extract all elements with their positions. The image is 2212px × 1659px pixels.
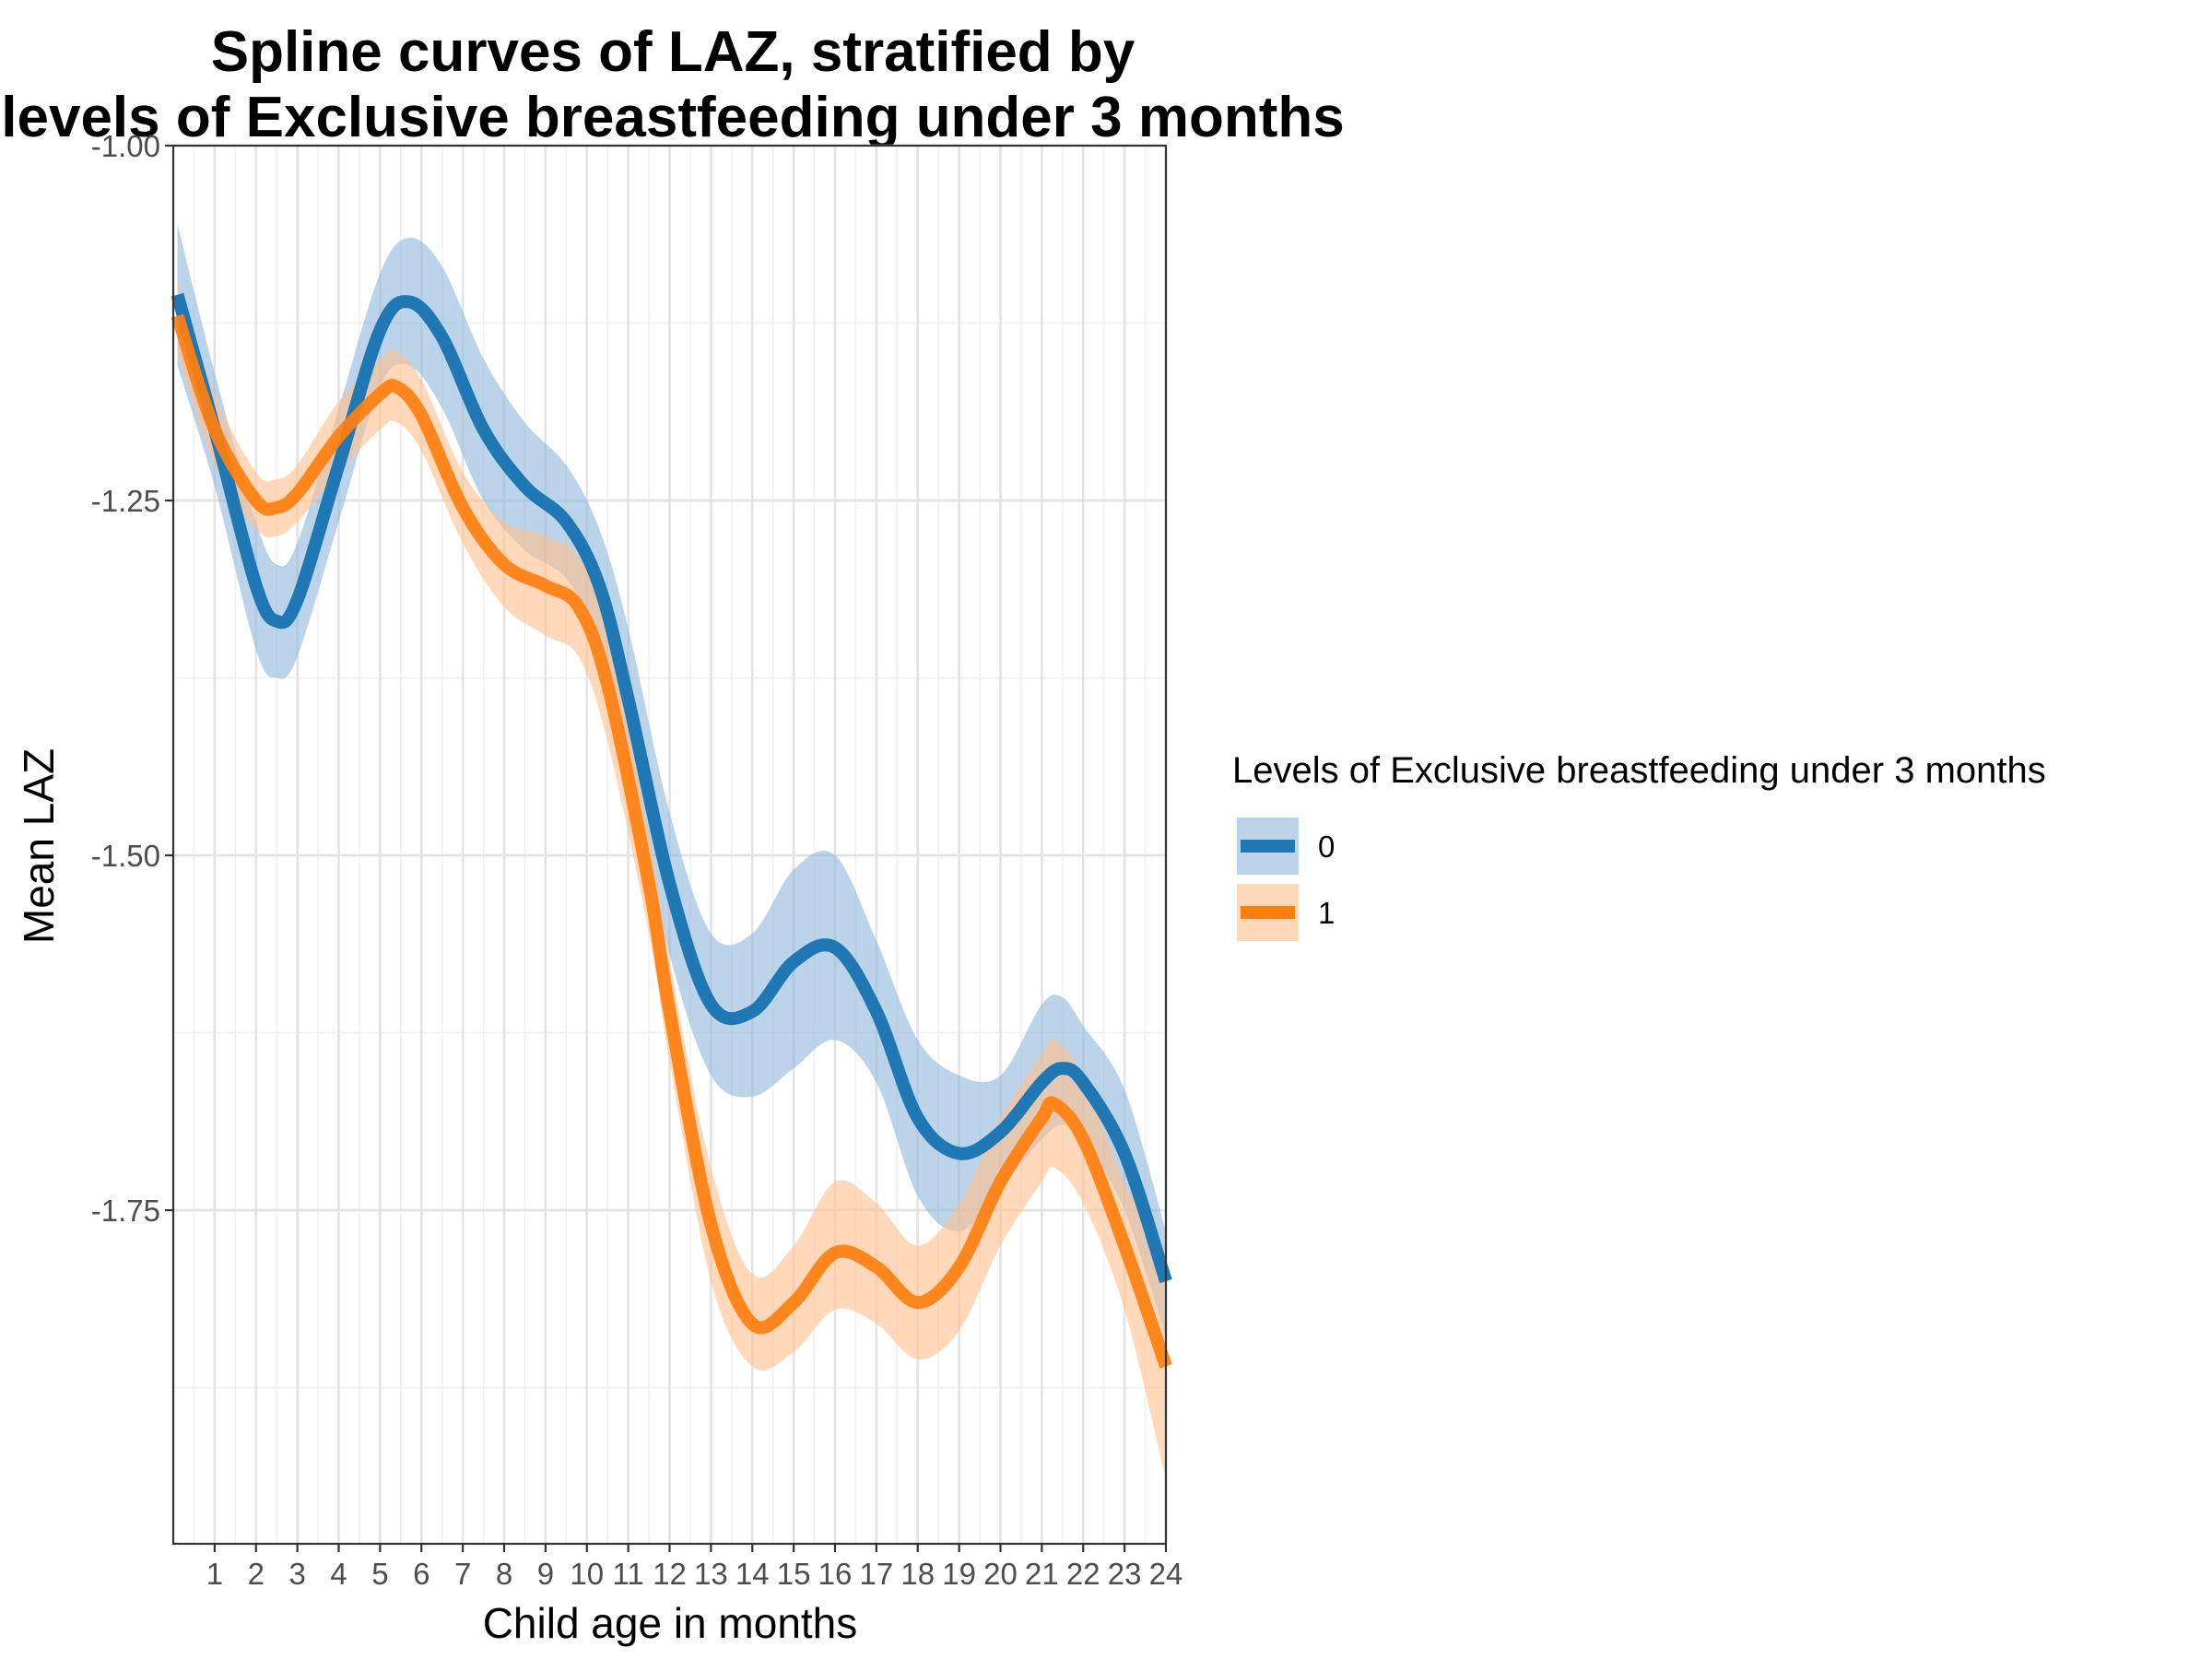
x-tick-label: 19 xyxy=(942,1557,976,1591)
x-tick-label: 2 xyxy=(248,1557,265,1591)
x-axis-title: Child age in months xyxy=(483,1599,858,1647)
chart-title: Spline curves of LAZ, stratified by leve… xyxy=(1,20,1344,149)
x-tick-label: 3 xyxy=(288,1557,305,1591)
legend-entry-0: 0 xyxy=(1237,818,1335,875)
y-tick-label: -1.50 xyxy=(91,839,160,873)
legend-label: 0 xyxy=(1318,830,1335,864)
legend-title: Levels of Exclusive breastfeeding under … xyxy=(1232,750,2046,791)
legend: Levels of Exclusive breastfeeding under … xyxy=(1232,750,2046,941)
x-tick-label: 20 xyxy=(983,1557,1018,1591)
x-tick-label: 17 xyxy=(860,1557,894,1591)
confidence-band-series-0 xyxy=(177,223,1167,1338)
grid-lines xyxy=(173,144,1168,1544)
x-tick-label: 12 xyxy=(653,1557,687,1591)
x-tick-label: 22 xyxy=(1066,1557,1100,1591)
legend-entries: 01 xyxy=(1237,818,1335,941)
y-tick-label: -1.00 xyxy=(91,129,160,163)
series-line-0 xyxy=(171,292,1172,1284)
y-tick-label: -1.25 xyxy=(91,484,160,518)
x-tick-label: 9 xyxy=(537,1557,554,1591)
series-lines xyxy=(171,292,1172,1369)
confidence-bands xyxy=(177,223,1167,1480)
x-tick-label: 10 xyxy=(570,1557,604,1591)
x-tick-label: 15 xyxy=(777,1557,811,1591)
series-line-1 xyxy=(171,313,1172,1369)
y-tick-label: -1.75 xyxy=(91,1194,160,1228)
y-axis-title: Mean LAZ xyxy=(15,748,63,944)
x-tick-label: 16 xyxy=(818,1557,853,1591)
legend-entry-1: 1 xyxy=(1237,884,1335,941)
x-tick-label: 23 xyxy=(1108,1557,1142,1591)
x-tick-label: 14 xyxy=(735,1557,770,1591)
x-tick-label: 11 xyxy=(612,1557,643,1591)
x-tick-label: 5 xyxy=(371,1557,388,1591)
x-tick-label: 6 xyxy=(413,1557,429,1591)
x-tick-label: 18 xyxy=(900,1557,935,1591)
x-tick-label: 24 xyxy=(1149,1557,1183,1591)
chart-title-line-2: levels of Exclusive breastfeeding under … xyxy=(1,86,1344,149)
x-tick-label: 7 xyxy=(454,1557,471,1591)
x-tick-label: 21 xyxy=(1025,1557,1059,1591)
legend-label: 1 xyxy=(1318,896,1335,930)
x-tick-label: 1 xyxy=(206,1557,223,1591)
x-tick-label: 4 xyxy=(330,1557,347,1591)
x-tick-label: 13 xyxy=(694,1557,728,1591)
chart-title-line-1: Spline curves of LAZ, stratified by xyxy=(211,20,1135,84)
x-tick-label: 8 xyxy=(496,1557,512,1591)
axes: -1.00-1.25-1.50-1.751 2 3 4 5 6 7 8 9 10 11 12 13 14 1… xyxy=(91,129,1183,1591)
